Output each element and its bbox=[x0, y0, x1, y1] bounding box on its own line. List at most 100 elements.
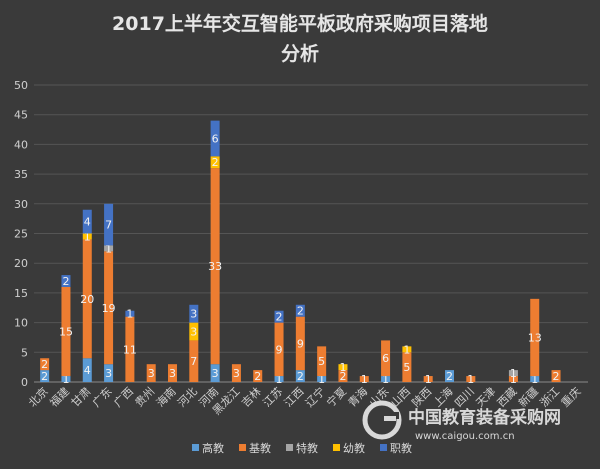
bar-segment bbox=[381, 376, 391, 382]
data-label: 4 bbox=[84, 216, 91, 229]
chart-title-line2: 分析 bbox=[281, 42, 319, 65]
data-label: 1 bbox=[510, 373, 517, 386]
x-tick-label: 重庆 bbox=[558, 384, 583, 409]
bar-segment bbox=[189, 340, 199, 382]
data-label: 3 bbox=[212, 367, 219, 380]
bar-segment bbox=[210, 168, 220, 365]
bar-segment bbox=[402, 346, 412, 353]
bar-segment bbox=[402, 352, 412, 382]
bar-segment bbox=[189, 304, 199, 323]
data-label: 6 bbox=[212, 132, 219, 145]
y-tick-label: 45 bbox=[14, 109, 28, 122]
bar-segment bbox=[508, 376, 518, 382]
bar-segment bbox=[338, 370, 348, 382]
data-label: 2 bbox=[41, 370, 48, 383]
legend-swatch bbox=[286, 444, 293, 451]
data-label: 1 bbox=[531, 373, 538, 386]
data-label: 2 bbox=[276, 311, 283, 324]
chart-title-line1: 2017上半年交互智能平板政府采购项目落地 bbox=[112, 12, 488, 35]
bar-segment bbox=[317, 376, 327, 382]
bar-segment bbox=[551, 370, 561, 382]
bar-segment bbox=[125, 316, 135, 382]
bar-segment bbox=[530, 298, 540, 377]
data-label: 1 bbox=[276, 373, 283, 386]
data-label: 1 bbox=[361, 373, 368, 386]
data-label: 13 bbox=[528, 331, 542, 344]
bar-segment bbox=[104, 245, 114, 252]
legend-label: 特教 bbox=[296, 441, 318, 455]
x-tick-label: 四川 bbox=[452, 385, 477, 410]
data-label: 1 bbox=[62, 373, 69, 386]
data-label: 3 bbox=[190, 326, 197, 339]
x-tick-label: 天津 bbox=[473, 385, 498, 410]
data-label: 15 bbox=[59, 326, 73, 339]
data-label: 3 bbox=[148, 367, 155, 380]
data-label: 3 bbox=[105, 367, 112, 380]
bar-segment bbox=[530, 376, 540, 382]
x-tick-label: 福建 bbox=[47, 384, 72, 409]
bar-segment bbox=[359, 376, 369, 382]
data-label: 33 bbox=[208, 260, 222, 273]
data-label: 2 bbox=[212, 156, 219, 169]
data-label: 2 bbox=[297, 305, 304, 318]
x-tick-label: 浙江 bbox=[537, 385, 562, 410]
bar-segment bbox=[82, 233, 92, 240]
x-tick-label: 宁夏 bbox=[324, 384, 349, 409]
data-label: 5 bbox=[318, 355, 325, 368]
data-label: 1 bbox=[403, 343, 410, 356]
bar-segment bbox=[61, 275, 71, 287]
x-tick-label: 江西 bbox=[282, 385, 307, 410]
bar-segment bbox=[274, 322, 284, 377]
legend-swatch bbox=[380, 444, 387, 451]
data-label: 3 bbox=[233, 367, 240, 380]
bar-segment bbox=[295, 316, 305, 371]
bar-segment bbox=[295, 304, 305, 317]
y-tick-label: 30 bbox=[14, 198, 28, 211]
bar-segment bbox=[338, 364, 348, 371]
x-tick-label: 北京 bbox=[25, 384, 50, 409]
data-label: 19 bbox=[102, 302, 116, 315]
bar-segment bbox=[423, 376, 433, 382]
watermark: 中国教育装备采购网 www.caigou.com.cn bbox=[362, 400, 561, 442]
data-label: 2 bbox=[553, 370, 560, 383]
data-label: 1 bbox=[339, 361, 346, 374]
data-label: 1 bbox=[318, 373, 325, 386]
data-label: 11 bbox=[123, 343, 137, 356]
bar-segment bbox=[210, 120, 220, 157]
y-tick-label: 10 bbox=[14, 317, 28, 330]
bar-segment bbox=[61, 376, 71, 382]
bar-segment bbox=[381, 340, 391, 377]
data-label: 7 bbox=[105, 219, 112, 232]
watermark-url: www.caigou.com.cn bbox=[415, 431, 515, 442]
bar-segment bbox=[210, 156, 220, 169]
y-tick-label: 0 bbox=[21, 376, 28, 389]
legend-label: 职教 bbox=[390, 442, 412, 455]
data-label: 1 bbox=[382, 373, 389, 386]
x-tick-label: 陕西 bbox=[409, 384, 434, 409]
bar-segment bbox=[189, 322, 199, 341]
bar-segment bbox=[82, 358, 92, 382]
legend-swatch bbox=[333, 444, 340, 451]
data-label: 1 bbox=[425, 373, 432, 386]
y-tick-label: 40 bbox=[14, 138, 28, 151]
data-label: 2 bbox=[41, 358, 48, 371]
x-tick-label: 贵州 bbox=[133, 385, 158, 410]
bar-segment bbox=[253, 370, 263, 382]
x-tick-label: 广西 bbox=[111, 385, 136, 410]
x-tick-label: 辽宁 bbox=[302, 384, 327, 409]
legend-label: 幼教 bbox=[343, 442, 365, 455]
y-tick-label: 50 bbox=[14, 79, 28, 92]
bar-segment bbox=[82, 239, 92, 359]
y-tick-label: 15 bbox=[14, 287, 28, 300]
bar-segment bbox=[168, 364, 177, 382]
bar-segment bbox=[317, 346, 327, 377]
data-label: 1 bbox=[84, 230, 91, 243]
watermark-logo-icon bbox=[362, 400, 402, 440]
data-label: 3 bbox=[190, 308, 197, 321]
bar-segment bbox=[82, 209, 92, 234]
x-tick-label: 青海 bbox=[345, 384, 370, 409]
y-tick-label: 25 bbox=[14, 228, 28, 241]
y-tick-label: 5 bbox=[21, 346, 28, 359]
